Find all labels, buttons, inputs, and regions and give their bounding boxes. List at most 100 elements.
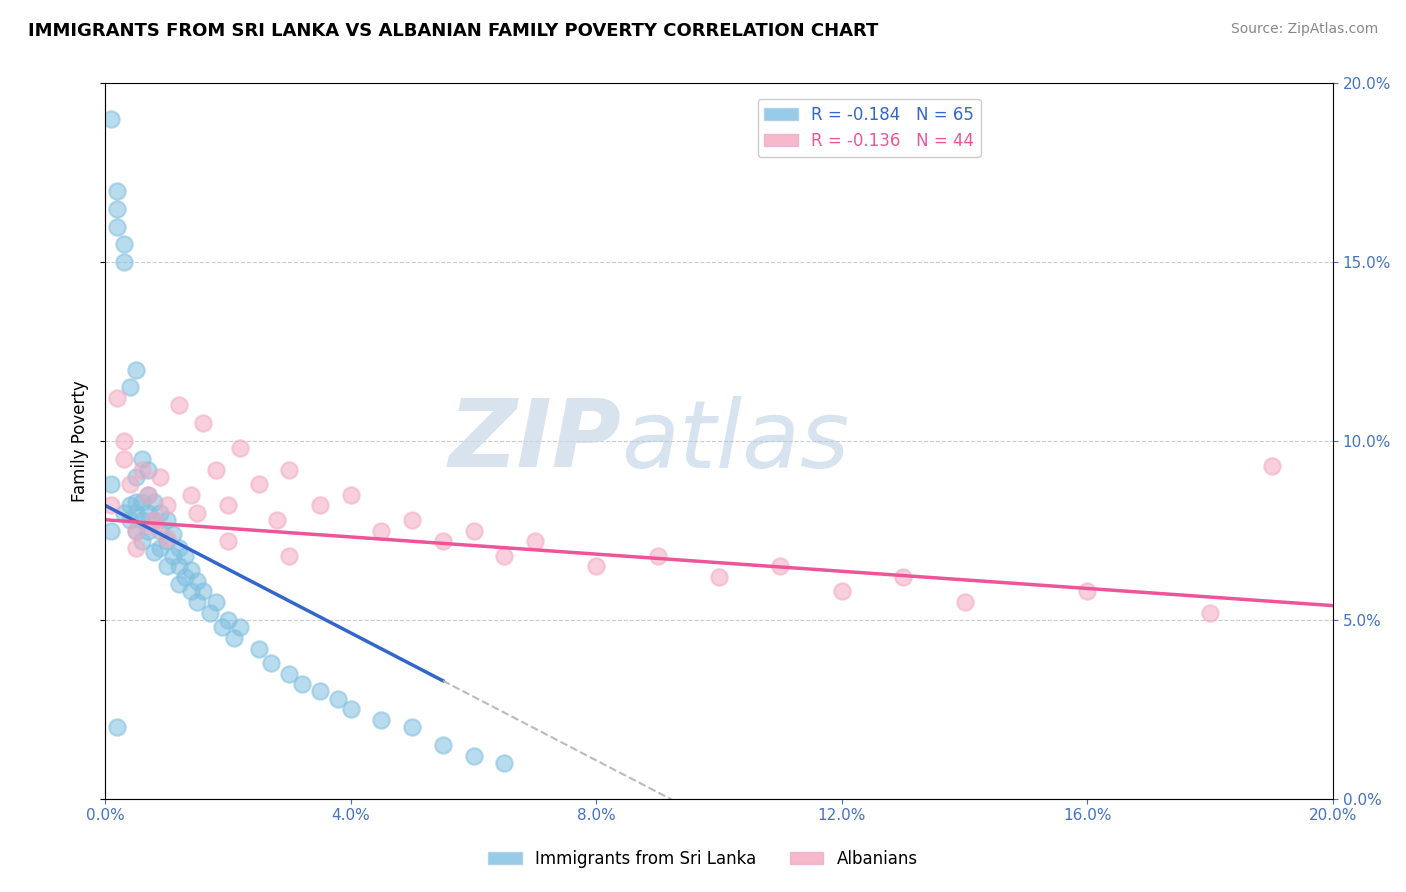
Point [401,720,423,734]
Point [149,524,172,538]
Point [247,477,270,491]
Point [1076,584,1098,599]
Point [1199,606,1222,620]
Point [107,720,129,734]
Point [143,545,166,559]
Point [174,570,197,584]
Point [339,702,361,716]
Point [432,534,454,549]
Point [131,513,153,527]
Point [167,541,190,556]
Point [291,677,314,691]
Point [118,513,141,527]
Point [401,513,423,527]
Point [217,613,239,627]
Point [107,219,129,234]
Point [370,713,392,727]
Point [118,477,141,491]
Point [125,470,148,484]
Point [143,513,166,527]
Point [125,524,148,538]
Point [217,499,239,513]
Point [198,606,221,620]
Point [136,488,159,502]
Point [100,477,122,491]
Point [186,595,208,609]
Point [204,595,226,609]
Point [463,748,485,763]
Text: IMMIGRANTS FROM SRI LANKA VS ALBANIAN FAMILY POVERTY CORRELATION CHART: IMMIGRANTS FROM SRI LANKA VS ALBANIAN FA… [28,22,879,40]
Point [523,534,546,549]
Point [278,666,301,681]
Point [309,684,332,698]
Point [155,513,177,527]
Point [167,398,190,412]
Point [136,488,159,502]
Point [125,506,148,520]
Point [125,541,148,556]
Point [131,452,153,467]
Point [162,549,184,563]
Point [585,559,607,574]
Point [224,631,246,645]
Point [186,574,208,588]
Point [149,470,172,484]
Point [155,559,177,574]
Point [143,513,166,527]
Point [155,531,177,545]
Point [155,499,177,513]
Point [125,524,148,538]
Point [112,452,135,467]
Point [260,656,283,670]
Y-axis label: Family Poverty: Family Poverty [72,380,89,502]
Point [131,463,153,477]
Point [831,584,853,599]
Point [149,506,172,520]
Point [193,584,215,599]
Point [136,463,159,477]
Point [167,559,190,574]
Point [432,738,454,752]
Point [328,691,350,706]
Point [107,202,129,216]
Point [278,463,301,477]
Point [193,416,215,430]
Text: ZIP: ZIP [449,395,621,487]
Point [229,620,252,634]
Point [136,524,159,538]
Point [339,488,361,502]
Point [180,584,202,599]
Point [211,620,233,634]
Point [266,513,288,527]
Point [167,577,190,591]
Point [463,524,485,538]
Point [107,391,129,405]
Point [118,499,141,513]
Point [131,495,153,509]
Point [180,488,202,502]
Point [247,641,270,656]
Point [118,380,141,394]
Text: atlas: atlas [621,395,849,487]
Point [149,541,172,556]
Point [174,549,197,563]
Point [229,442,252,456]
Point [953,595,976,609]
Point [1260,459,1282,474]
Point [143,495,166,509]
Point [309,499,332,513]
Point [112,434,135,449]
Point [112,237,135,252]
Point [370,524,392,538]
Text: Source: ZipAtlas.com: Source: ZipAtlas.com [1230,22,1378,37]
Point [162,527,184,541]
Point [278,549,301,563]
Point [100,112,122,127]
Point [100,524,122,538]
Point [155,534,177,549]
Point [494,549,516,563]
Point [112,506,135,520]
Point [707,570,730,584]
Point [112,255,135,269]
Point [136,506,159,520]
